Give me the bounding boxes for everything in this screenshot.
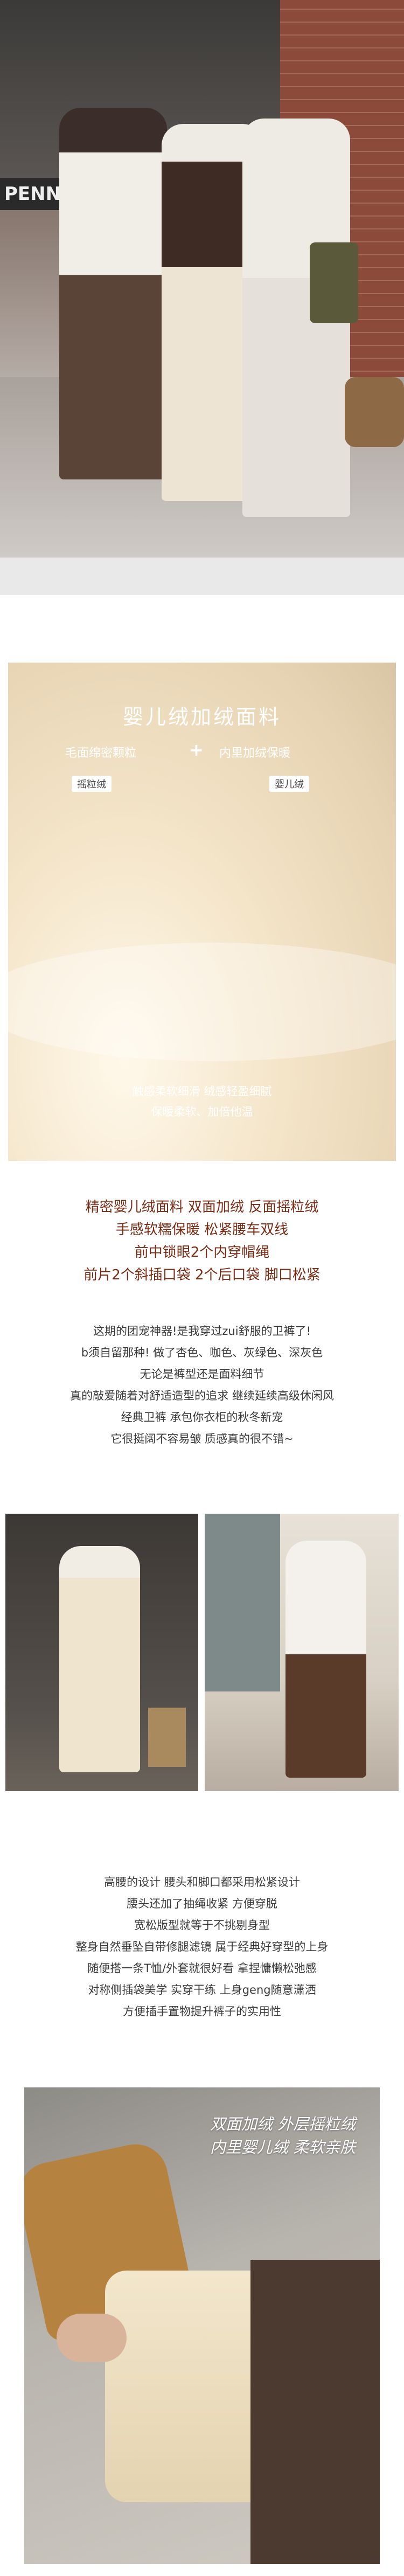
feature-line: 前片2个斜插口袋 2个后口袋 脚口松紧 xyxy=(83,1267,321,1283)
tag-fleece: 摇粒绒 xyxy=(72,776,112,792)
section-divider xyxy=(0,558,404,595)
tag-baby-velvet: 婴儿绒 xyxy=(269,776,309,792)
shop-sign-text: PENN xyxy=(4,183,61,205)
fabric-feature-right: 内里加绒保暖 xyxy=(219,747,291,760)
feature-line: 精密婴儿绒面料 双面加绒 反面摇粒绒 xyxy=(85,1199,319,1215)
design-note: 宽松版型就等于不挑剔身型 xyxy=(134,1919,270,1932)
brown-pants xyxy=(250,2260,380,2564)
fabric-bottom-line1: 触感柔软细滑 绒感轻盈细腻 xyxy=(132,1085,272,1098)
fabric-panel: 婴儿绒加绒面料 毛面绵密颗粒 + 内里加绒保暖 摇粒绒 婴儿绒 触感柔软细滑 绒… xyxy=(8,663,396,1161)
cardboard-box xyxy=(148,1708,186,1767)
photo-model-standing xyxy=(205,1514,399,1791)
description-line: 无论是裤型还是面料细节 xyxy=(140,1368,264,1381)
shop-sign: PENN xyxy=(0,178,69,210)
wooden-log xyxy=(345,377,404,447)
design-note: 方便插手置物提升裤子的实用性 xyxy=(123,2005,281,2018)
design-note: 整身自然垂坠自带修腿滤镜 属于经典好穿型的上身 xyxy=(75,1940,329,1953)
model-standing xyxy=(285,1541,366,1778)
photo-model-seated xyxy=(5,1514,198,1791)
fabric-fold-shadow xyxy=(8,943,396,1061)
description-line: b须自留那种! 做了杏色、咖色、灰绿色、深灰色 xyxy=(81,1346,323,1359)
detail-photo: 双面加绒 外层摇粒绒 内里婴儿绒 柔软亲肤 xyxy=(24,2087,380,2564)
feature-line: 前中锁眼2个内穿帽绳 xyxy=(134,1244,270,1261)
description-line: 真的敲爱随着对舒适造型的追求 继续延续高级休闲风 xyxy=(70,1389,334,1402)
design-note: 腰头还加了抽绳收紧 方便穿脱 xyxy=(127,1897,277,1910)
plus-icon: + xyxy=(189,740,204,760)
fabric-title: 婴儿绒加绒面料 xyxy=(122,705,281,729)
hand xyxy=(57,2314,127,2362)
feature-line: 手感软糯保暖 松紧腰车双线 xyxy=(115,1222,289,1238)
model-left xyxy=(59,108,167,479)
description-line: 它很挺阔不容易皱 质感真的很不错~ xyxy=(110,1432,294,1445)
design-note: 高腰的设计 腰头和脚口都采用松紧设计 xyxy=(104,1876,300,1889)
window-frame xyxy=(205,1514,280,1691)
description-line: 经典卫裤 承包你衣柜的秋冬新宠 xyxy=(121,1411,283,1424)
fabric-feature-left: 毛面绵密颗粒 xyxy=(65,747,137,760)
detail-caption-line1: 双面加绒 外层摇粒绒 xyxy=(210,2115,356,2133)
design-note: 随便搭一条T恤/外套就很好看 拿捏慵懒松弛感 xyxy=(87,1962,317,1975)
description-line: 这期的团宠神器!是我穿过zui舒服的卫裤了! xyxy=(93,1325,311,1338)
model-seated xyxy=(59,1546,140,1772)
top-street-photo: PENN xyxy=(0,0,404,558)
detail-caption-line2: 内里婴儿绒 柔软亲肤 xyxy=(210,2138,356,2156)
design-note: 对称侧插袋美学 实穿干练 上身geng随意潇洒 xyxy=(88,1983,316,1996)
fabric-bottom-line2: 保暖柔软、加倍他温 xyxy=(151,1105,253,1118)
tote-bag xyxy=(310,242,358,323)
